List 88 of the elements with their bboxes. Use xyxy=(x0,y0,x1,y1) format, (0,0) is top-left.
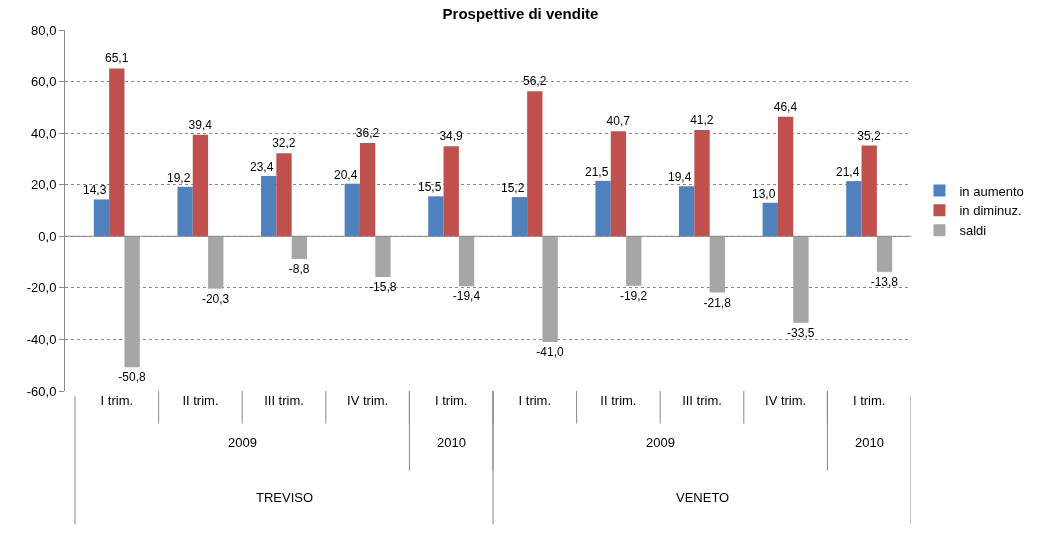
data-label: -41,0 xyxy=(536,345,564,360)
bar xyxy=(428,196,444,237)
data-label: 14,3 xyxy=(83,183,107,197)
bar xyxy=(694,130,710,237)
data-label: 19,4 xyxy=(668,170,692,184)
bar xyxy=(208,236,224,289)
y-tick-label: 20,0 xyxy=(31,177,57,193)
data-label: -19,2 xyxy=(619,288,648,303)
x-tick-label: II trim. xyxy=(182,393,219,408)
data-label: -8,8 xyxy=(288,261,310,276)
data-label: 34,9 xyxy=(439,129,464,144)
bar xyxy=(124,236,140,368)
bar xyxy=(793,236,809,323)
bar xyxy=(762,202,778,237)
data-label: 15,5 xyxy=(418,180,442,194)
bar xyxy=(610,131,627,237)
bar xyxy=(876,236,893,272)
x-tick-label: I trim. xyxy=(852,393,886,408)
data-label: 40,7 xyxy=(606,114,631,129)
bar xyxy=(109,68,125,237)
y-tick-label: -20,0 xyxy=(26,280,57,296)
bar xyxy=(846,181,862,237)
bar xyxy=(443,146,459,237)
legend-label: in aumento xyxy=(959,183,1024,199)
y-tick-label: 60,0 xyxy=(31,74,57,90)
data-label: 65,1 xyxy=(104,51,129,66)
bar xyxy=(542,236,558,343)
data-label: -20,3 xyxy=(201,291,230,306)
data-label: 21,4 xyxy=(836,165,860,179)
data-label: 32,2 xyxy=(272,136,296,151)
legend-label: saldi xyxy=(959,223,987,239)
bar xyxy=(177,186,193,237)
text: 2009 xyxy=(228,435,257,450)
data-label: 39,4 xyxy=(188,117,213,132)
x-tick-label: II trim. xyxy=(600,393,637,408)
bar xyxy=(344,183,360,237)
data-label: -15,8 xyxy=(369,280,397,295)
bar xyxy=(595,180,611,237)
text: 2009 xyxy=(646,435,675,450)
bar xyxy=(679,186,695,237)
x-tick-label: I trim. xyxy=(518,393,552,408)
y-tick-label: 0,0 xyxy=(38,228,57,244)
data-label: 46,4 xyxy=(773,99,798,114)
data-label: 36,2 xyxy=(355,125,380,140)
data-label: 13,0 xyxy=(752,187,776,201)
y-tick-label: 80,0 xyxy=(31,22,57,38)
bar xyxy=(93,199,110,237)
x-tick-label: I trim. xyxy=(100,393,134,408)
bar xyxy=(709,236,725,293)
data-label: -13,8 xyxy=(870,274,899,289)
data-label: 41,2 xyxy=(690,113,714,128)
bar xyxy=(458,236,475,287)
data-label: -33,5 xyxy=(787,325,815,340)
bar xyxy=(375,236,391,278)
x-tick-label: III trim. xyxy=(264,393,304,408)
bar xyxy=(192,134,209,237)
data-label: 35,2 xyxy=(857,128,882,143)
bar xyxy=(276,153,292,237)
bar xyxy=(626,236,642,286)
data-label: 20,4 xyxy=(334,168,358,182)
bar xyxy=(291,236,308,259)
data-label: -19,4 xyxy=(452,289,481,304)
x-tick-label: IV trim. xyxy=(765,393,807,408)
data-label: 56,2 xyxy=(522,74,547,89)
bar xyxy=(511,197,528,237)
text: TREVISO xyxy=(256,490,314,505)
text: VENETO xyxy=(676,490,730,505)
text: 2010 xyxy=(437,435,466,450)
data-label: -50,8 xyxy=(118,370,146,385)
bar xyxy=(861,145,877,237)
data-label: 21,5 xyxy=(585,165,609,179)
y-tick-label: -40,0 xyxy=(26,331,57,347)
x-tick-label: IV trim. xyxy=(347,393,389,408)
bar xyxy=(359,142,376,237)
data-label: 15,2 xyxy=(501,181,525,195)
bar xyxy=(261,175,277,237)
y-tick-label: -60,0 xyxy=(26,383,57,399)
data-label: 19,2 xyxy=(167,171,191,185)
bar xyxy=(527,91,543,237)
data-label: 23,4 xyxy=(250,160,274,174)
legend-label: in diminuz. xyxy=(959,203,1022,219)
text: 2010 xyxy=(855,435,884,450)
x-tick-label: III trim. xyxy=(682,393,722,408)
chart-title: Prospettive di vendite xyxy=(442,4,599,22)
bar xyxy=(777,116,794,237)
y-tick-label: 40,0 xyxy=(31,125,57,141)
data-label: -21,8 xyxy=(703,295,732,310)
x-tick-label: I trim. xyxy=(434,393,468,408)
